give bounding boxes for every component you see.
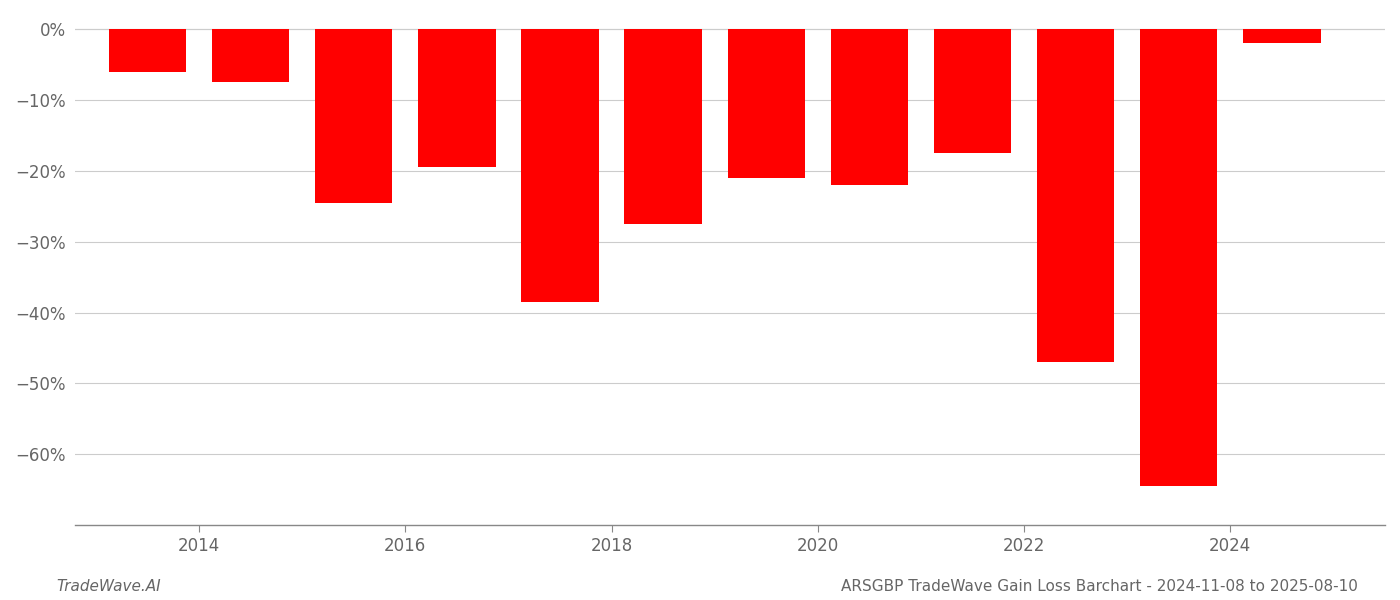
Bar (521, 29, 599, 302)
Text: TradeWave.AI: TradeWave.AI (56, 579, 161, 594)
Bar (1037, 29, 1114, 362)
Bar (419, 29, 496, 167)
Bar (315, 29, 392, 203)
Bar (728, 29, 805, 178)
Text: ARSGBP TradeWave Gain Loss Barchart - 2024-11-08 to 2025-08-10: ARSGBP TradeWave Gain Loss Barchart - 20… (841, 579, 1358, 594)
Bar (211, 29, 290, 82)
Bar (109, 29, 186, 71)
Bar (934, 29, 1011, 153)
Bar (1243, 29, 1320, 43)
Bar (830, 29, 909, 185)
Bar (624, 29, 701, 224)
Bar (1140, 29, 1218, 486)
